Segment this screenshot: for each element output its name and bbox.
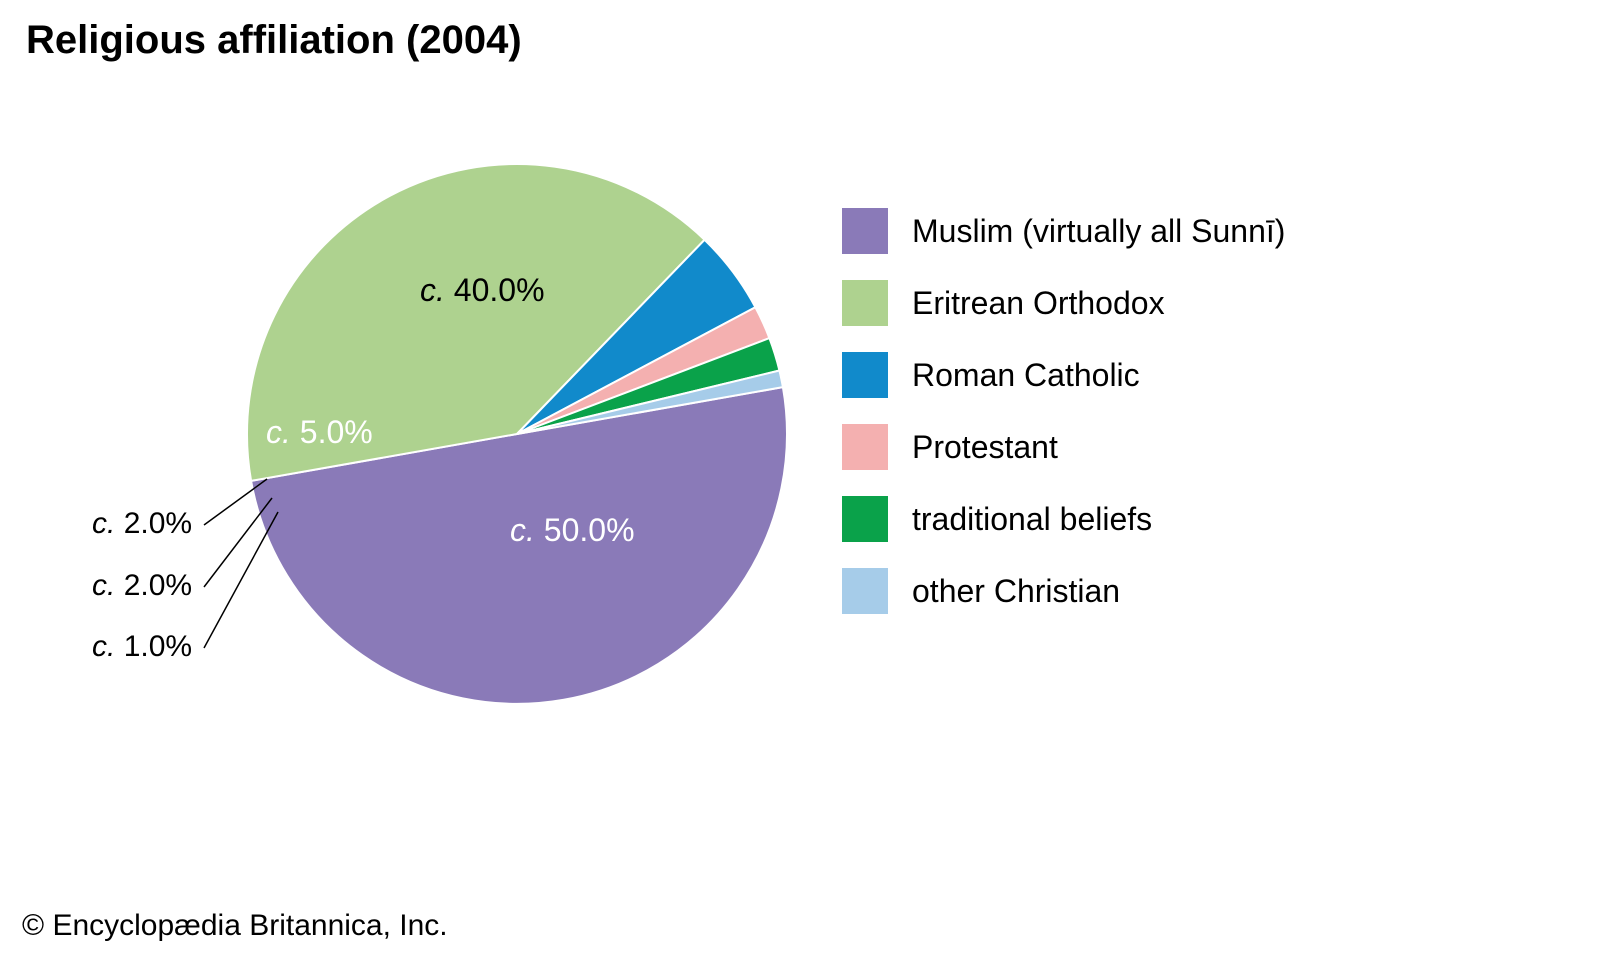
legend-label-muslim: Muslim (virtually all Sunnī) — [912, 213, 1285, 250]
slice-label-roman-catholic: c. 5.0% — [266, 414, 373, 451]
copyright-footer: © Encyclopædia Britannica, Inc. — [22, 909, 448, 943]
pie-chart-svg — [0, 0, 1601, 961]
legend-row-other-christian: other Christian — [842, 568, 1285, 614]
legend-row-roman-catholic: Roman Catholic — [842, 352, 1285, 398]
circa-prefix: c. — [92, 507, 115, 540]
circa-prefix: c. — [92, 569, 115, 602]
circa-prefix: c. — [510, 512, 535, 548]
slice-value-label: 50.0% — [544, 512, 635, 548]
legend-swatch-muslim — [842, 208, 888, 254]
slice-value-label: 40.0% — [454, 272, 545, 308]
slice-label-muslim: c. 50.0% — [510, 512, 635, 549]
legend-label-protestant: Protestant — [912, 429, 1058, 466]
slice-value-label: 2.0% — [124, 569, 192, 602]
legend-swatch-other-christian — [842, 568, 888, 614]
slice-label-protestant: c. 2.0% — [92, 507, 192, 541]
legend-row-eritrean-orthodox: Eritrean Orthodox — [842, 280, 1285, 326]
circa-prefix: c. — [266, 414, 291, 450]
legend-row-muslim: Muslim (virtually all Sunnī) — [842, 208, 1285, 254]
slice-label-other-christian: c. 1.0% — [92, 630, 192, 664]
slice-label-eritrean-orthodox: c. 40.0% — [420, 272, 545, 309]
circa-prefix: c. — [420, 272, 445, 308]
leader-lines — [204, 479, 278, 648]
leader-line-other-christian — [204, 512, 278, 648]
slice-value-label: 5.0% — [300, 414, 373, 450]
slice-value-label: 1.0% — [124, 630, 192, 663]
legend-label-other-christian: other Christian — [912, 573, 1120, 610]
chart-legend: Muslim (virtually all Sunnī) Eritrean Ort… — [842, 208, 1285, 640]
legend-row-protestant: Protestant — [842, 424, 1285, 470]
legend-label-traditional-beliefs: traditional beliefs — [912, 501, 1152, 538]
slice-value-label: 2.0% — [124, 507, 192, 540]
legend-swatch-protestant — [842, 424, 888, 470]
slice-label-traditional-beliefs: c. 2.0% — [92, 569, 192, 603]
legend-swatch-traditional-beliefs — [842, 496, 888, 542]
legend-label-roman-catholic: Roman Catholic — [912, 357, 1140, 394]
legend-row-traditional-beliefs: traditional beliefs — [842, 496, 1285, 542]
legend-swatch-roman-catholic — [842, 352, 888, 398]
legend-label-eritrean-orthodox: Eritrean Orthodox — [912, 285, 1165, 322]
circa-prefix: c. — [92, 630, 115, 663]
legend-swatch-eritrean-orthodox — [842, 280, 888, 326]
